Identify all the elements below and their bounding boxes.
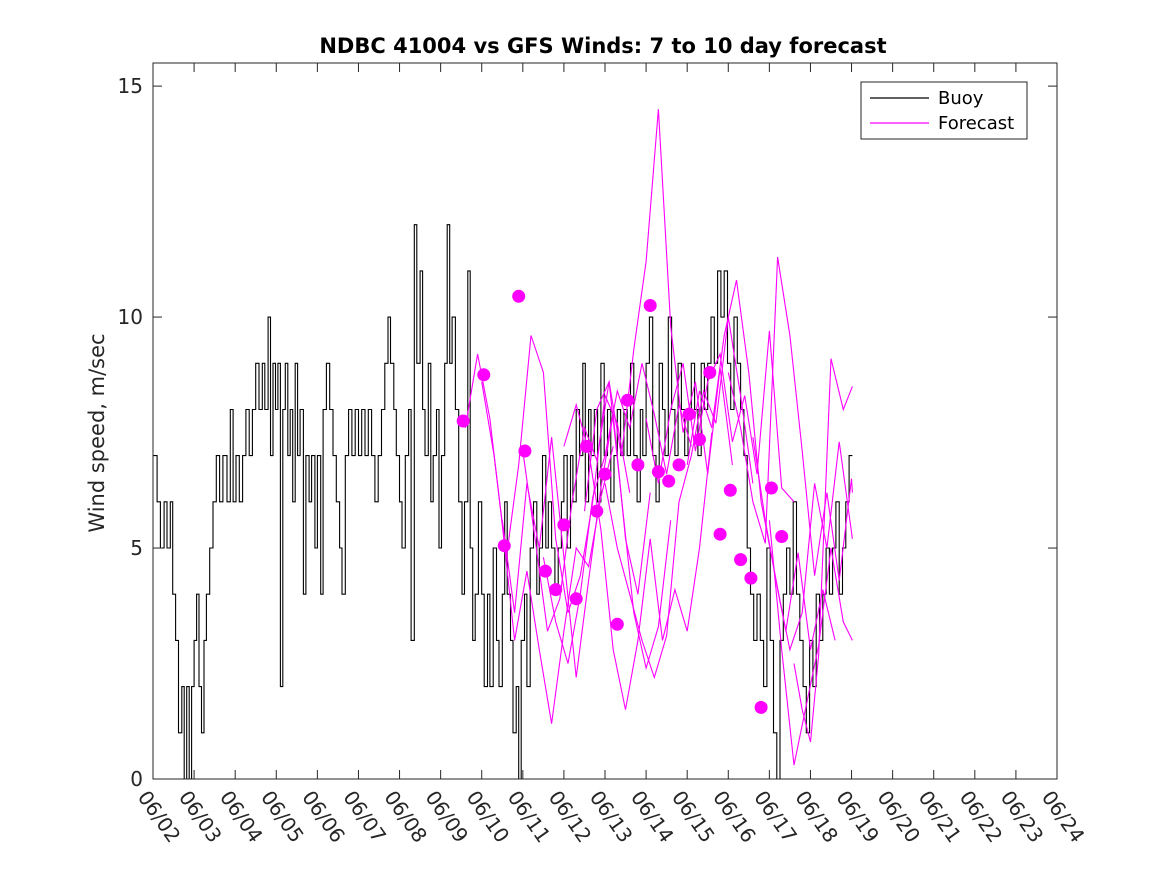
axes: 05101506/0206/0306/0406/0506/0606/0706/0… xyxy=(118,62,1090,847)
legend-label-buoy: Buoy xyxy=(938,88,984,109)
buoy-series-line xyxy=(153,224,853,780)
legend-box xyxy=(860,81,1028,140)
forecast-line-4 xyxy=(522,381,672,671)
forecast-marker-9 xyxy=(569,592,583,606)
forecast-marker-23 xyxy=(713,527,727,541)
forecast-line-1 xyxy=(464,353,614,724)
y-tick-label-10: 10 xyxy=(118,305,143,329)
x-tick-label-06-16: 06/16 xyxy=(708,786,761,847)
forecast-line-7 xyxy=(583,109,733,512)
plot-frame xyxy=(152,62,1058,780)
forecast-marker-2 xyxy=(477,368,491,382)
x-tick-label-06-23: 06/23 xyxy=(996,786,1049,847)
x-tick-label-06-07: 06/07 xyxy=(338,786,391,847)
x-tick-label-06-21: 06/21 xyxy=(914,786,967,847)
forecast-marker-12 xyxy=(598,467,612,481)
x-tick-label-06-09: 06/09 xyxy=(421,786,474,847)
forecast-marker-15 xyxy=(631,458,645,472)
forecast-line-14 xyxy=(752,437,853,652)
forecast-marker-29 xyxy=(775,530,789,543)
x-tick-label-06-10: 06/10 xyxy=(462,786,515,847)
chart-title: NDBC 41004 vs GFS Winds: 7 to 10 day for… xyxy=(319,34,886,58)
x-tick-label-06-13: 06/13 xyxy=(585,786,638,847)
forecast-line-9 xyxy=(645,330,795,503)
y-tick-label-0: 0 xyxy=(130,767,143,791)
forecast-line-5 xyxy=(542,363,692,664)
y-tick-label-15: 15 xyxy=(118,74,143,98)
forecast-marker-13 xyxy=(610,617,624,631)
forecast-marker-11 xyxy=(590,504,604,518)
x-tick-label-06-03: 06/03 xyxy=(174,786,227,847)
forecast-marker-20 xyxy=(682,407,696,421)
forecast-marker-25 xyxy=(734,553,748,567)
x-tick-label-06-11: 06/11 xyxy=(503,786,556,847)
forecast-marker-5 xyxy=(518,444,532,458)
forecast-marker-6 xyxy=(538,564,552,578)
forecast-marker-10 xyxy=(580,439,593,453)
forecast-marker-14 xyxy=(621,393,635,407)
x-tick-label-06-14: 06/14 xyxy=(626,786,679,847)
forecast-marker-4 xyxy=(512,289,526,303)
forecast-marker-3 xyxy=(497,539,511,553)
forecast-marker-18 xyxy=(662,474,676,488)
forecast-marker-8 xyxy=(557,518,571,532)
x-tick-label-06-15: 06/15 xyxy=(667,786,720,847)
forecast-marker-26 xyxy=(744,571,758,585)
y-axis-label: Wind speed, m/sec xyxy=(85,333,109,532)
x-tick-label-06-19: 06/19 xyxy=(831,786,884,847)
forecast-marker-28 xyxy=(764,481,778,495)
x-tick-label-06-24: 06/24 xyxy=(1037,786,1090,847)
forecast-marker-7 xyxy=(549,583,563,597)
x-tick-label-06-17: 06/17 xyxy=(749,786,802,847)
y-tick-label-5: 5 xyxy=(130,536,143,560)
forecast-line-12 xyxy=(768,520,853,766)
legend-label-forecast: Forecast xyxy=(938,113,1014,134)
forecast-marker-21 xyxy=(693,433,706,446)
forecast-marker-1 xyxy=(456,414,470,428)
x-tick-label-06-22: 06/22 xyxy=(955,786,1008,847)
x-tick-label-06-02: 06/02 xyxy=(133,786,186,847)
forecast-marker-16 xyxy=(643,299,657,312)
forecast-marker-17 xyxy=(651,465,665,479)
x-tick-label-06-05: 06/05 xyxy=(256,786,309,847)
x-tick-label-06-06: 06/06 xyxy=(297,786,350,847)
forecast-marker-22 xyxy=(703,366,717,379)
x-tick-label-06-20: 06/20 xyxy=(873,786,926,847)
x-tick-label-06-08: 06/08 xyxy=(379,786,432,847)
forecast-line-13 xyxy=(793,358,853,743)
x-tick-label-06-18: 06/18 xyxy=(790,786,843,847)
forecast-marker-19 xyxy=(672,458,686,472)
x-tick-label-06-12: 06/12 xyxy=(544,786,597,847)
forecast-line-2 xyxy=(481,335,631,613)
forecast-line-11 xyxy=(727,256,853,581)
forecast-line-10 xyxy=(686,279,836,650)
plot-area xyxy=(153,109,853,780)
forecast-marker-24 xyxy=(723,483,737,497)
x-tick-label-06-04: 06/04 xyxy=(215,786,268,847)
forecast-marker-27 xyxy=(754,700,768,714)
legend: Buoy Forecast xyxy=(860,81,1028,140)
